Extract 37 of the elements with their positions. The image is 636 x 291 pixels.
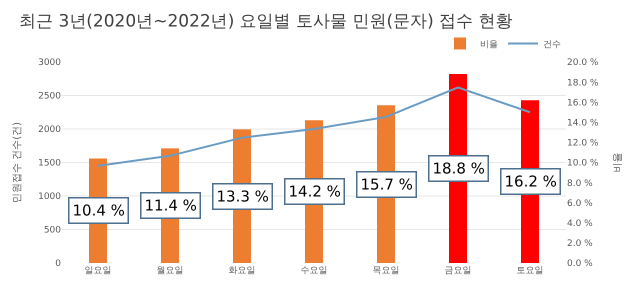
data-label: 15.7 % <box>360 176 413 194</box>
y-tick-label: 2500 <box>38 92 62 102</box>
y2-tick-label: 2.0 % <box>567 239 594 250</box>
y-tick-label: 0 <box>55 259 62 270</box>
data-label: 11.4 % <box>144 196 197 214</box>
y2-tick-label: 8.0 % <box>567 178 594 189</box>
y2-tick-label: 6.0 % <box>567 198 594 209</box>
x-tick-label: 일요일 <box>84 266 112 276</box>
legend-label: 비율 <box>480 40 498 50</box>
data-label: 18.8 % <box>432 160 485 178</box>
y2-tick-label: 10.0 % <box>567 158 599 169</box>
y2-tick-label: 16.0 % <box>567 98 599 108</box>
x-tick-label: 금요일 <box>444 266 472 276</box>
data-label: 10.4 % <box>72 202 125 220</box>
y-tick-label: 3000 <box>38 58 62 68</box>
y2-tick-label: 12.0 % <box>567 138 599 149</box>
y-axis-title: 민원접수 건수(건) <box>12 122 24 203</box>
y-tick-label: 2000 <box>38 125 62 136</box>
y-tick-label: 1000 <box>38 192 62 202</box>
x-tick-label: 토요일 <box>516 266 544 276</box>
data-label: 14.2 % <box>288 182 341 200</box>
chart-title: 최근 3년(2020년~2022년) 요일별 토사물 민원(문자) 접수 현황 <box>19 11 513 32</box>
y2-tick-label: 0.0 % <box>567 259 594 270</box>
y2-tick-label: 4.0 % <box>567 218 594 229</box>
y2-tick-label: 14.0 % <box>567 118 599 128</box>
data-label: 13.3 % <box>216 188 269 206</box>
x-tick-label: 화요일 <box>228 266 256 276</box>
x-tick-label: 수요일 <box>300 266 328 276</box>
x-tick-label: 목요일 <box>372 266 400 276</box>
y-tick-label: 500 <box>44 226 62 236</box>
legend-label: 건수 <box>543 40 561 50</box>
data-label: 16.2 % <box>504 172 557 190</box>
y2-tick-label: 18.0 % <box>567 78 599 88</box>
x-tick-label: 월요일 <box>156 266 184 276</box>
y2-tick-label: 20.0 % <box>567 58 599 68</box>
y-tick-label: 1500 <box>38 158 62 169</box>
y2-axis-title: 비율 <box>612 152 624 172</box>
